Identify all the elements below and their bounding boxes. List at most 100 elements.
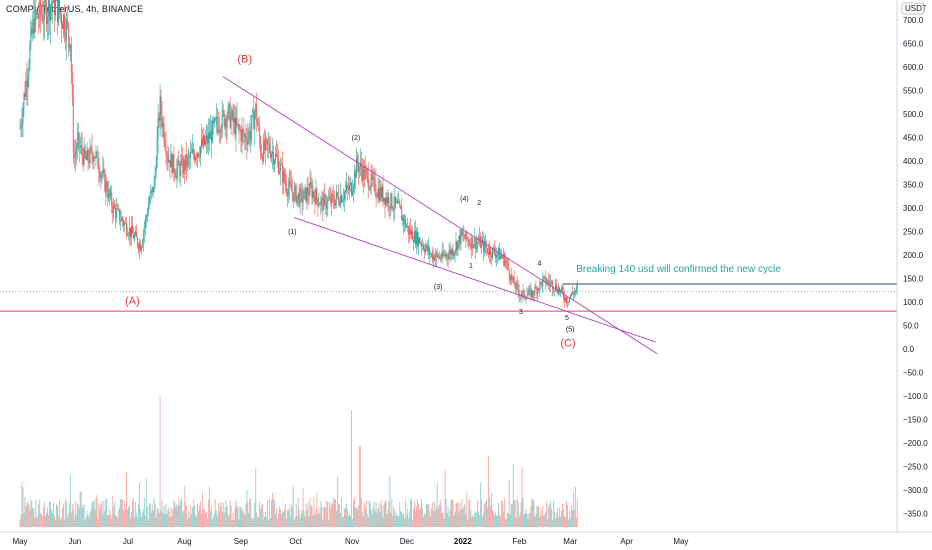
candle-body xyxy=(143,227,145,233)
candle-body xyxy=(501,256,503,259)
price-axis[interactable]: USDT 700.0 650.0 600.0 550.0 500.0 450.0 400.0 3… xyxy=(896,0,932,550)
volume-bar xyxy=(194,505,196,527)
candle-body xyxy=(441,250,443,259)
volume-bar xyxy=(179,504,181,527)
volume-bar xyxy=(166,514,168,527)
candle-body xyxy=(235,117,237,136)
candle-body xyxy=(525,298,527,299)
volume-bar xyxy=(309,497,311,527)
volume-bar xyxy=(72,509,74,527)
candle-body xyxy=(86,149,88,161)
candle-body xyxy=(522,290,524,293)
candle-body xyxy=(362,166,364,181)
volume-bar xyxy=(463,506,465,527)
volume-bar xyxy=(252,519,254,527)
candle-body xyxy=(456,242,458,251)
volume-bar xyxy=(286,510,288,527)
volume-bar xyxy=(564,516,565,527)
volume-bar xyxy=(312,515,314,527)
volume-bar xyxy=(572,491,574,527)
candle-body xyxy=(161,114,163,127)
volume-bar xyxy=(69,474,71,527)
volume-bar xyxy=(389,475,391,527)
volume-bar xyxy=(393,506,395,527)
volume-bar xyxy=(141,512,143,527)
volume-bar xyxy=(376,512,378,527)
candle-body xyxy=(59,0,60,13)
candle-body xyxy=(107,193,109,199)
candle-body xyxy=(555,284,557,291)
volume-bar xyxy=(42,515,44,527)
candle-body xyxy=(275,154,276,162)
volume-bar xyxy=(514,499,516,527)
volume-bar xyxy=(390,513,392,527)
volume-bar xyxy=(248,513,250,527)
candle-body xyxy=(117,208,119,209)
volume-bar xyxy=(67,513,69,527)
candle-body xyxy=(245,135,247,142)
volume-bar xyxy=(524,513,526,527)
candle-body xyxy=(115,208,117,218)
candle-body xyxy=(237,123,239,125)
volume-bar xyxy=(100,503,102,527)
candle-body xyxy=(423,249,425,253)
x-tick-label: Feb xyxy=(512,537,526,546)
candle-body xyxy=(79,147,81,148)
volume-bar xyxy=(191,513,193,527)
candle-body xyxy=(388,196,390,207)
volume-bar xyxy=(437,508,439,527)
volume-bar xyxy=(329,502,331,527)
volume-bar xyxy=(574,486,576,527)
candle-body xyxy=(512,277,514,280)
candle-body xyxy=(336,192,338,200)
candle-body xyxy=(533,294,535,296)
volume-bar xyxy=(301,510,303,527)
volume-bar xyxy=(260,508,262,527)
volume-bar xyxy=(508,479,510,527)
candle-body xyxy=(341,195,343,203)
candle-body xyxy=(80,145,82,148)
x-tick-label: May xyxy=(673,537,688,546)
candle-body xyxy=(170,153,172,168)
volume-bar xyxy=(419,510,420,527)
candle-body xyxy=(506,262,508,263)
candle-body xyxy=(482,240,484,242)
volume-bar xyxy=(80,491,82,527)
candle-body xyxy=(574,290,576,292)
volume-bar xyxy=(450,499,452,527)
candle-body xyxy=(171,153,173,173)
candle-body xyxy=(549,282,551,285)
candle-body xyxy=(192,149,194,153)
wave-label: 4 xyxy=(538,260,542,267)
candle-body xyxy=(216,117,218,125)
candle-body xyxy=(319,204,321,206)
candle-body xyxy=(361,169,363,181)
volume-bar xyxy=(518,516,520,527)
candle-body xyxy=(210,130,212,143)
candle-body xyxy=(296,195,298,203)
candle-body xyxy=(339,202,341,205)
candle-body xyxy=(440,258,442,260)
volume-bar xyxy=(459,502,461,527)
candle-body xyxy=(267,139,269,145)
candle-body xyxy=(255,103,257,114)
candle-body xyxy=(536,288,538,294)
volume-bar xyxy=(234,507,236,527)
time-axis[interactable]: May Jun Jul Aug Sep Oct Nov Dec 2022 Feb Mar Apr May xyxy=(0,531,932,546)
candle-body xyxy=(105,181,107,191)
candle-body xyxy=(98,168,100,174)
candle-body xyxy=(96,151,98,153)
volume-bar xyxy=(527,518,529,527)
volume-bar xyxy=(472,515,474,527)
candle-body xyxy=(141,242,143,247)
volume-bar xyxy=(359,446,361,527)
volume-bar xyxy=(128,507,129,527)
wave-label: 2 xyxy=(477,200,481,207)
symbol-header: COMP / TetherUS, 4h, BINANCE xyxy=(6,4,144,14)
candle-body xyxy=(494,253,496,258)
candle-body xyxy=(358,166,360,172)
volume-bar xyxy=(401,511,403,527)
candle-body xyxy=(565,297,566,301)
candle-body xyxy=(317,198,319,206)
